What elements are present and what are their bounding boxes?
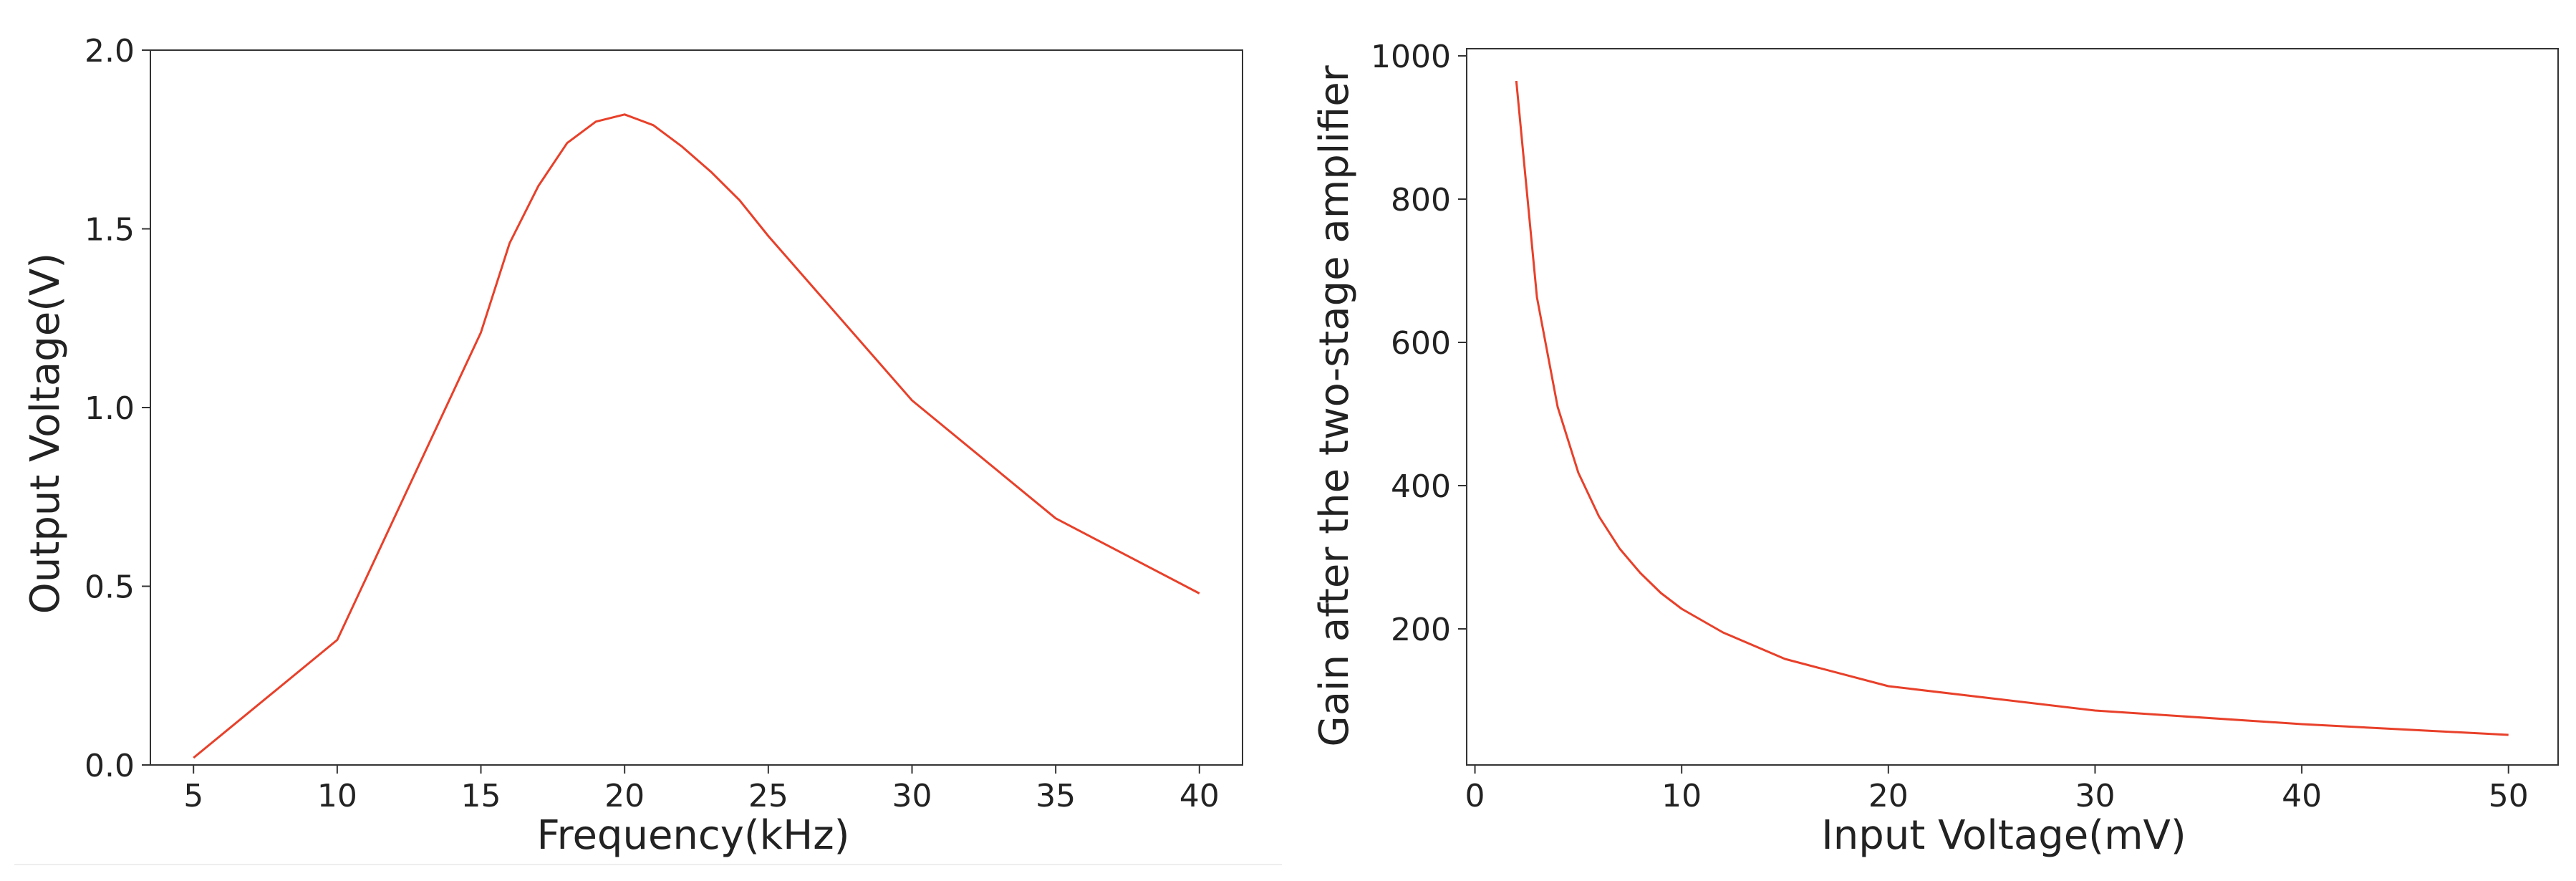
y-tick-label: 600	[1391, 325, 1451, 362]
x-axis-label: Frequency(kHz)	[537, 812, 850, 859]
series-line	[1515, 80, 2509, 736]
series-line	[193, 113, 1200, 759]
y-tick-label: 2.0	[85, 33, 135, 69]
x-axis-label: Input Voltage(mV)	[1821, 812, 2186, 859]
y-axis-label: Gain after the two-stage amplifier	[1311, 64, 1358, 746]
y-tick-label: 400	[1391, 468, 1451, 505]
x-tick-label: 20	[604, 778, 645, 814]
x-tick-label: 15	[461, 778, 501, 814]
x-tick-label: 10	[317, 778, 357, 814]
x-tick-label: 35	[1036, 778, 1076, 814]
y-tick-label: 0.0	[85, 748, 135, 784]
plot-frame	[1466, 48, 2559, 766]
x-tick-label: 40	[2282, 778, 2322, 814]
y-tick-label: 200	[1391, 612, 1451, 648]
y-tick-label: 0.5	[85, 569, 135, 606]
x-tick-label: 50	[2489, 778, 2529, 814]
y-tick-label: 800	[1391, 182, 1451, 218]
x-tick-label: 25	[748, 778, 788, 814]
x-tick-label: 0	[1465, 778, 1485, 814]
x-tick-label: 30	[2075, 778, 2115, 814]
y-tick-label: 1000	[1371, 39, 1451, 75]
x-tick-label: 20	[1868, 778, 1909, 814]
x-tick-label: 30	[892, 778, 932, 814]
y-axis-label: Output Voltage(V)	[22, 253, 69, 614]
x-tick-label: 40	[1180, 778, 1220, 814]
y-tick-label: 1.5	[85, 212, 135, 249]
chart-frequency-response: Frequency(kHz) Output Voltage(V) 5 10 15 20…	[22, 33, 1243, 859]
y-tick-label: 1.0	[85, 390, 135, 427]
chart-gain-vs-input: Input Voltage(mV) Gain after the two-sta…	[1311, 39, 2559, 859]
x-tick-label: 5	[183, 778, 203, 814]
x-tick-label: 10	[1661, 778, 1702, 814]
